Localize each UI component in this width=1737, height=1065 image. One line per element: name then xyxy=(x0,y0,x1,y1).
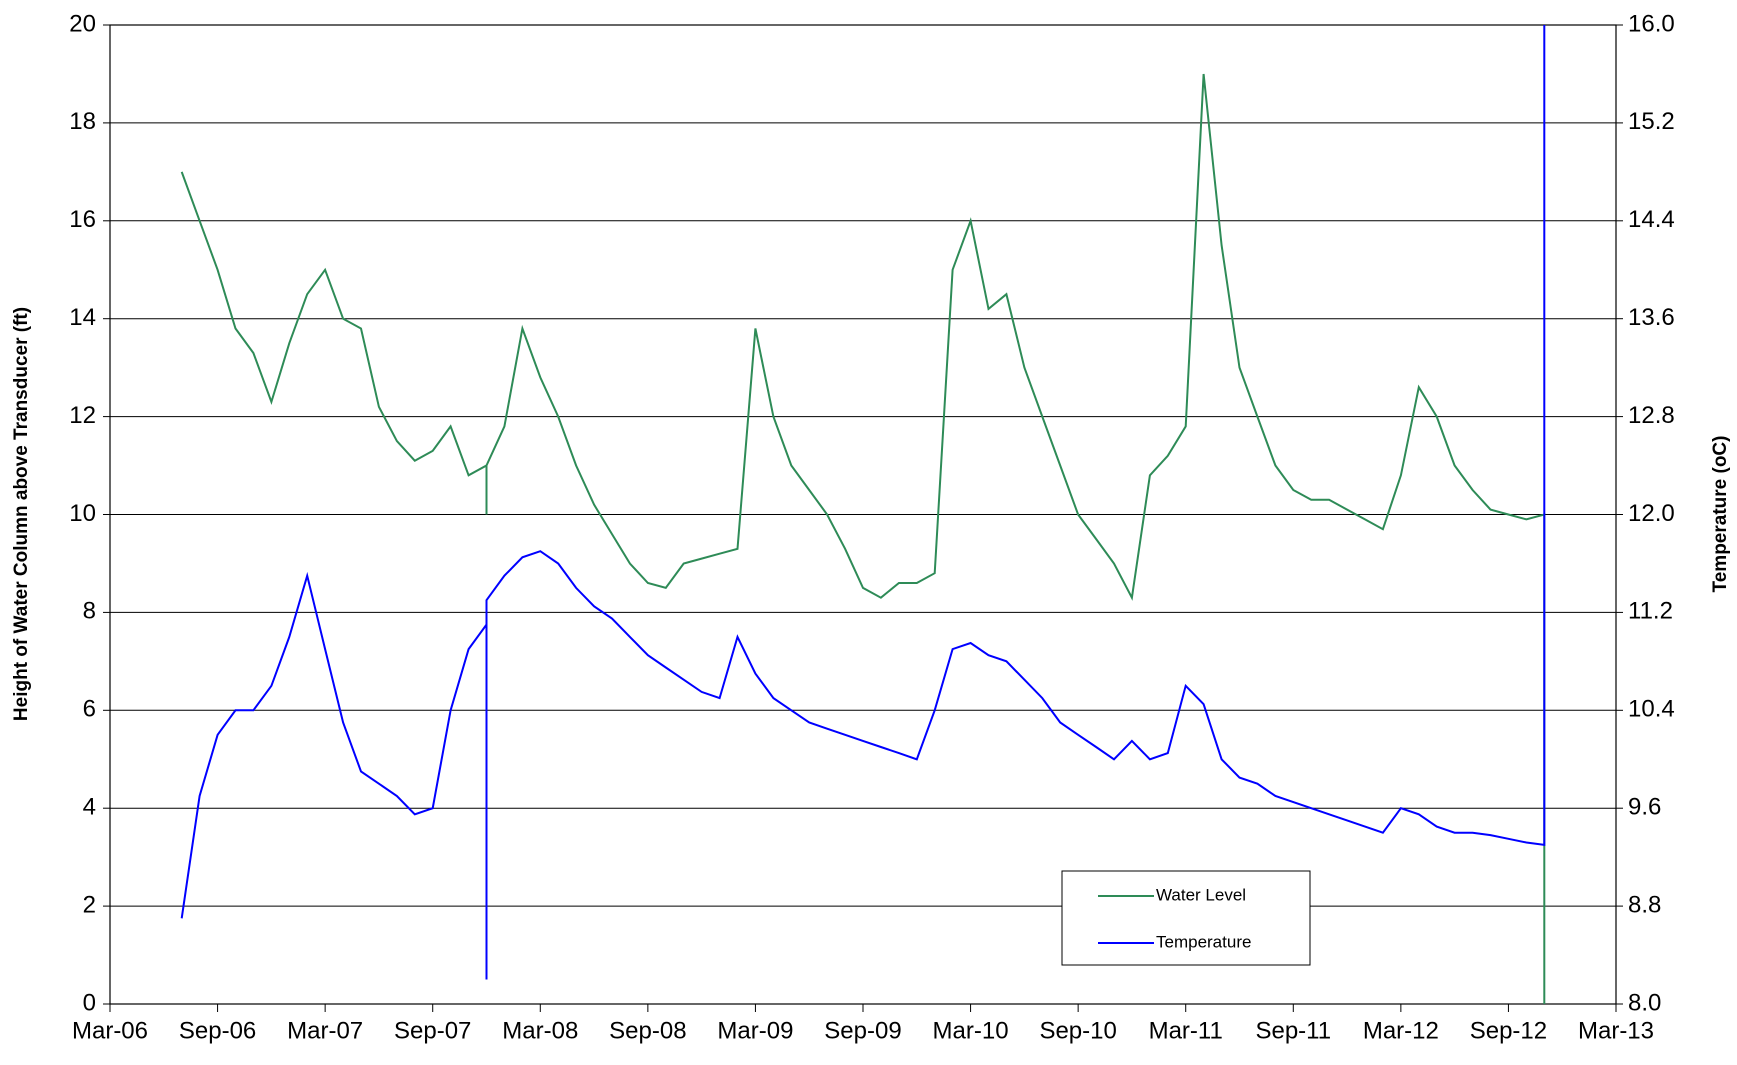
y2-tick-label: 16.0 xyxy=(1628,10,1675,37)
y-tick-label: 14 xyxy=(69,304,96,331)
y2-tick-label: 8.0 xyxy=(1628,989,1661,1016)
series-line xyxy=(180,73,1546,1004)
legend-box xyxy=(1061,870,1311,966)
x-tick-label: Mar-07 xyxy=(287,1017,363,1044)
y-tick-label: 12 xyxy=(69,402,96,429)
y2-tick-label: 12.0 xyxy=(1628,500,1675,527)
y-axis-title: Height of Water Column above Transducer … xyxy=(11,307,32,721)
y-tick-label: 16 xyxy=(69,206,96,233)
x-tick-label: Mar-09 xyxy=(717,1017,793,1044)
y2-tick-label: 13.6 xyxy=(1628,304,1675,331)
y2-axis-title: Temperature (oC) xyxy=(1710,436,1731,593)
x-tick-label: Sep-09 xyxy=(824,1017,901,1044)
x-tick-label: Sep-08 xyxy=(609,1017,686,1044)
x-tick-label: Mar-08 xyxy=(502,1017,578,1044)
y-tick-label: 6 xyxy=(83,696,96,723)
y-tick-label: 2 xyxy=(83,891,96,918)
y2-tick-label: 11.2 xyxy=(1628,598,1673,625)
x-tick-label: Sep-11 xyxy=(1255,1017,1331,1044)
y2-tick-label: 14.4 xyxy=(1628,206,1675,233)
x-tick-label: Mar-10 xyxy=(933,1017,1009,1044)
legend-label: Water Level xyxy=(1156,885,1246,904)
y2-tick-label: 8.8 xyxy=(1628,891,1661,918)
series-line xyxy=(180,25,1546,980)
legend-label: Temperature xyxy=(1156,932,1251,951)
y-tick-label: 0 xyxy=(83,989,96,1016)
plot-frame xyxy=(109,24,1617,1005)
x-tick-label: Mar-12 xyxy=(1363,1017,1439,1044)
x-tick-label: Mar-06 xyxy=(72,1017,148,1044)
y2-tick-label: 10.4 xyxy=(1628,696,1675,723)
y-tick-label: 4 xyxy=(83,794,96,821)
y-tick-label: 8 xyxy=(83,598,96,625)
y2-tick-label: 15.2 xyxy=(1628,108,1675,135)
x-tick-label: Sep-07 xyxy=(394,1017,471,1044)
y-tick-label: 18 xyxy=(69,108,96,135)
x-tick-label: Sep-12 xyxy=(1470,1017,1547,1044)
x-tick-label: Mar-11 xyxy=(1149,1017,1223,1044)
x-tick-label: Sep-06 xyxy=(179,1017,256,1044)
y2-tick-label: 9.6 xyxy=(1628,794,1661,821)
x-tick-label: Sep-10 xyxy=(1039,1017,1116,1044)
y-tick-label: 20 xyxy=(69,10,96,37)
y-tick-label: 10 xyxy=(69,500,96,527)
x-tick-label: Mar-13 xyxy=(1578,1017,1654,1044)
y2-tick-label: 12.8 xyxy=(1628,402,1675,429)
